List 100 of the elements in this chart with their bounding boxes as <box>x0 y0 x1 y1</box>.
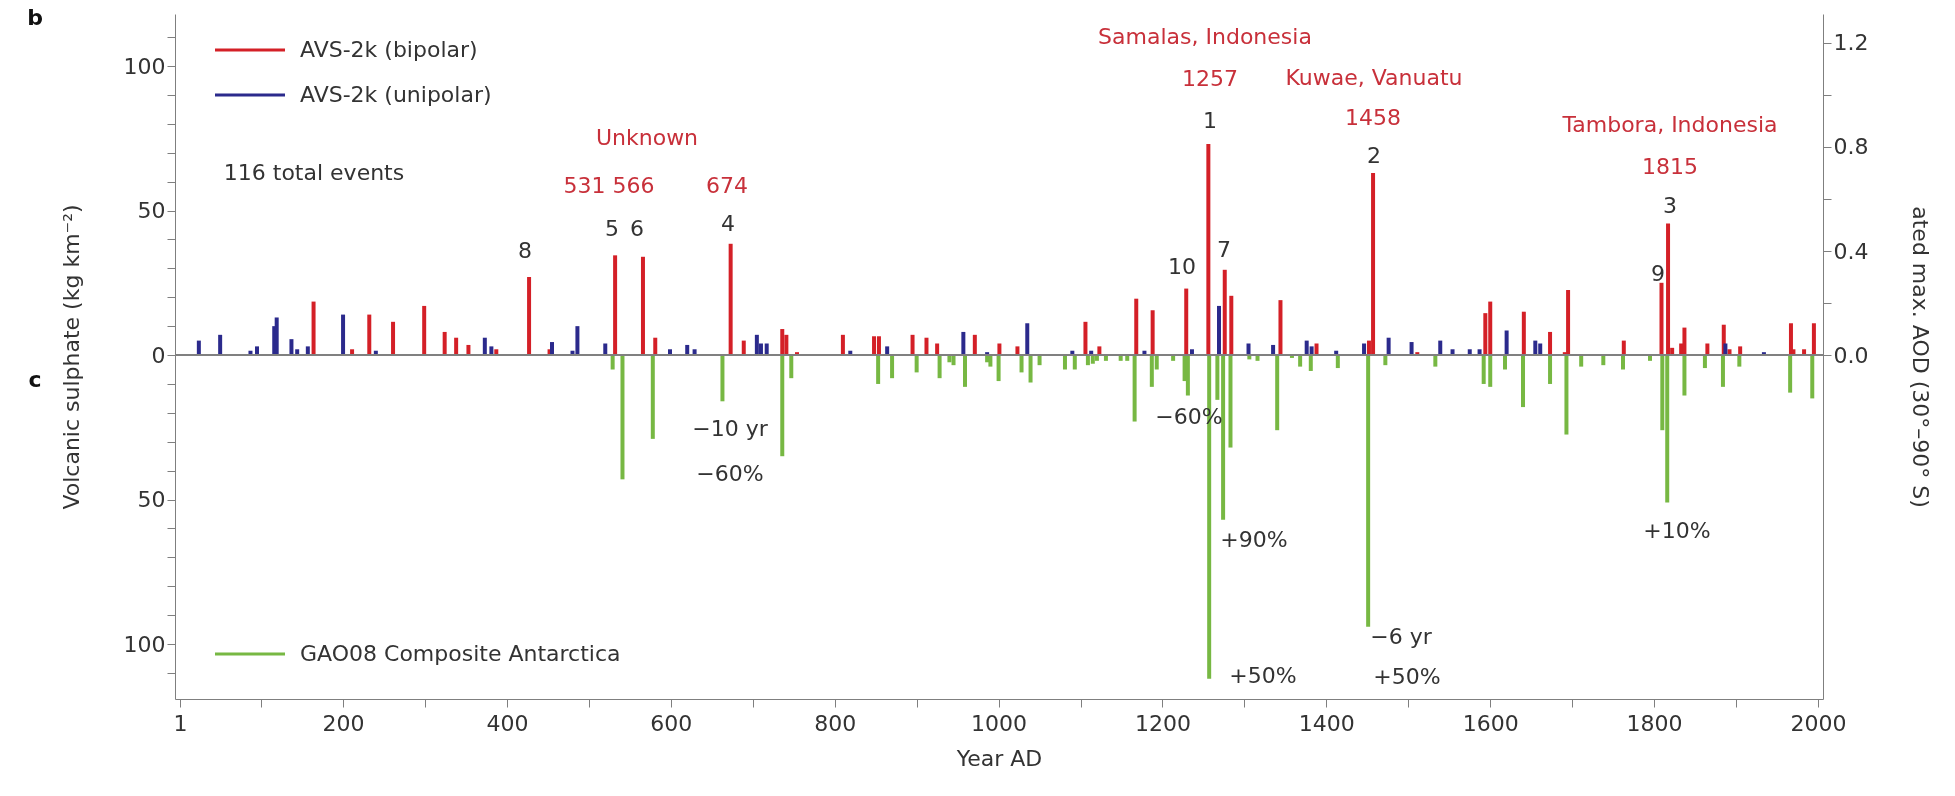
bar <box>610 355 615 370</box>
bar <box>1366 355 1371 627</box>
bar <box>872 336 877 356</box>
annotation: +10% <box>1643 518 1711 543</box>
bar <box>1019 355 1024 373</box>
bar <box>1720 355 1725 387</box>
bar <box>1314 343 1319 356</box>
legend-label: GAO08 Composite Antarctica <box>300 641 621 666</box>
bar <box>972 334 977 356</box>
bar <box>1502 355 1507 370</box>
y-tick-label: 100 <box>123 53 166 79</box>
bar <box>951 355 956 366</box>
bar <box>1185 355 1190 396</box>
annotation: 1458 <box>1345 105 1401 130</box>
legend-label: AVS-2k (bipolar) <box>300 37 478 62</box>
bar <box>1275 355 1280 431</box>
bar <box>1433 355 1438 367</box>
x-tick-label: 600 <box>650 710 693 736</box>
x-axis-title: Year AD <box>955 745 1043 771</box>
x-tick-label: 1 <box>173 710 188 736</box>
annotation: Samalas, Indonesia <box>1098 24 1312 49</box>
bar <box>391 321 396 356</box>
bar <box>1488 355 1493 387</box>
bar <box>935 343 940 356</box>
x-tick-label: 200 <box>322 710 365 736</box>
bar <box>218 334 223 356</box>
x-tick-label: 1400 <box>1298 710 1355 736</box>
bar <box>482 337 487 356</box>
annotation: 10 <box>1168 254 1196 279</box>
bar <box>1723 343 1728 356</box>
annotation: Tambora, Indonesia <box>1561 112 1778 137</box>
bar <box>466 344 471 356</box>
bar <box>764 343 769 356</box>
bar <box>1335 355 1340 369</box>
bar <box>937 355 942 379</box>
bar <box>603 343 608 356</box>
bar <box>1788 355 1793 393</box>
annotation: 9 <box>1651 261 1665 286</box>
bar <box>890 355 895 379</box>
bar <box>1025 323 1030 356</box>
bar <box>1271 344 1276 356</box>
bar <box>924 337 929 356</box>
bar <box>1278 300 1283 356</box>
bar <box>1037 355 1042 366</box>
bar <box>962 355 967 387</box>
bar <box>914 355 919 373</box>
bar <box>1072 355 1077 370</box>
bar <box>1438 340 1443 356</box>
bar <box>274 317 279 356</box>
bar <box>1621 340 1626 356</box>
x-tick-label: 2000 <box>1790 710 1847 736</box>
annotation: −60% <box>696 461 764 486</box>
bar <box>780 329 785 356</box>
annotation: 6 <box>630 216 644 241</box>
bar <box>1811 323 1816 356</box>
bar <box>1215 355 1220 400</box>
bar <box>1184 288 1189 356</box>
bar <box>1362 343 1367 356</box>
bar <box>741 340 746 356</box>
bar <box>367 314 372 356</box>
bar <box>1702 355 1707 369</box>
y2-tick-label: 0.8 <box>1833 134 1869 160</box>
bar <box>910 334 915 356</box>
bar <box>311 301 316 356</box>
bar <box>1383 355 1388 366</box>
bar <box>289 339 294 356</box>
bar <box>1132 355 1137 422</box>
annotation: 5 <box>605 216 619 241</box>
y-tick-label: 100 <box>123 631 166 657</box>
annotation: 1257 <box>1182 66 1238 91</box>
bar <box>1246 343 1251 356</box>
bar <box>650 355 655 439</box>
bar <box>1521 311 1526 356</box>
bar <box>988 355 993 367</box>
annotation: 2 <box>1367 143 1381 168</box>
bar <box>728 243 733 356</box>
bar <box>1206 144 1211 356</box>
annotation: 1815 <box>1642 154 1698 179</box>
bar <box>961 331 966 356</box>
text: b <box>27 5 43 30</box>
bar <box>840 334 845 356</box>
bar <box>1533 340 1538 356</box>
bar <box>1409 342 1414 356</box>
bar <box>1217 305 1222 356</box>
annotation: +90% <box>1220 527 1288 552</box>
annotation: 1 <box>1203 108 1217 133</box>
bar <box>720 355 725 402</box>
bar <box>442 331 447 356</box>
bar <box>997 343 1002 356</box>
bar <box>876 355 881 384</box>
bar <box>1521 355 1526 408</box>
annotation: 674 <box>706 173 748 198</box>
bar <box>454 337 459 356</box>
bar <box>1371 172 1376 356</box>
bar <box>341 314 346 356</box>
bar <box>1083 321 1088 356</box>
annotation: 116 total events <box>223 160 405 185</box>
y-tick-label: 0 <box>151 342 166 368</box>
bar <box>640 256 645 356</box>
bar <box>1386 337 1391 356</box>
